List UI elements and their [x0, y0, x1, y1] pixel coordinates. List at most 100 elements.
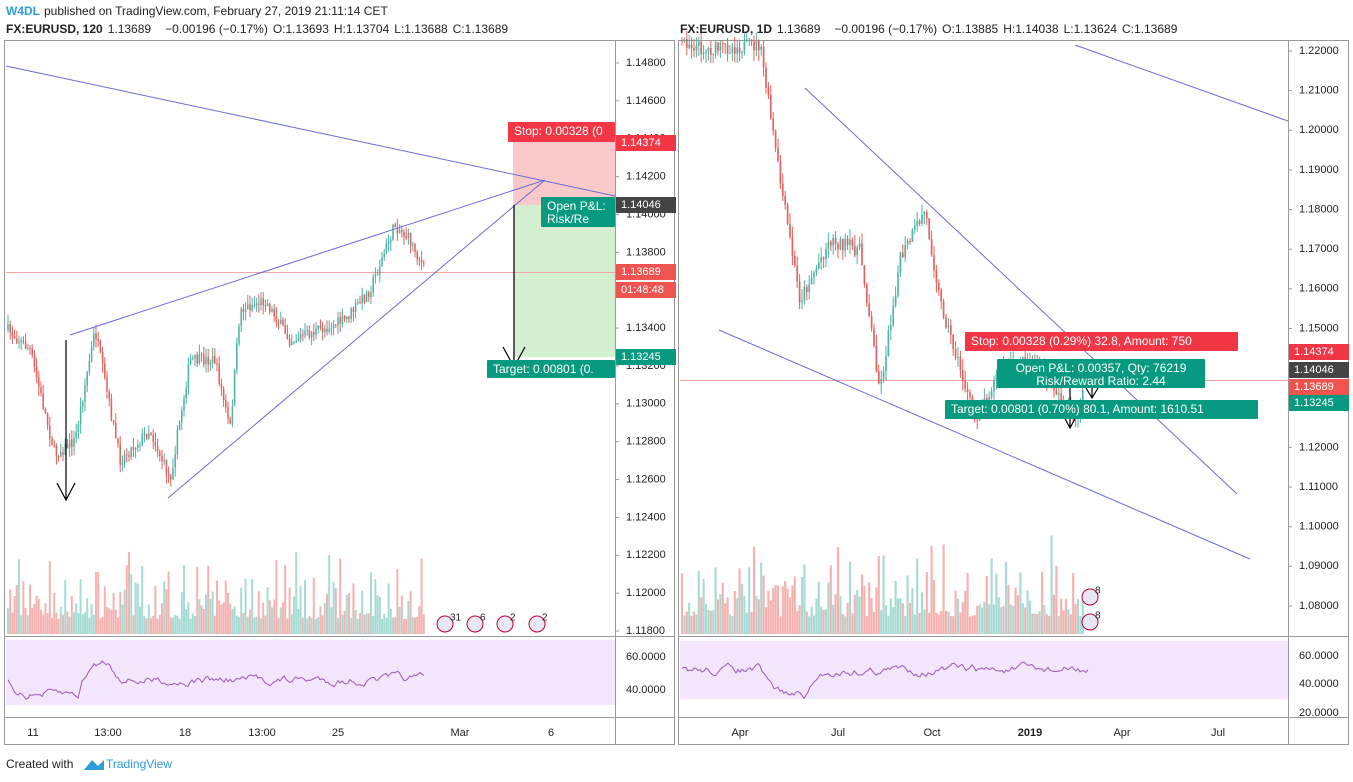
volume-bar [712, 610, 715, 634]
candle-body [313, 332, 315, 335]
candle-body [178, 422, 181, 430]
volume-bar [810, 606, 813, 634]
candle-body [22, 340, 25, 342]
volume-bar [808, 616, 811, 634]
volume-bar [103, 586, 106, 634]
volume-bar [978, 604, 981, 634]
volume-bar [920, 592, 924, 634]
volume-bar [218, 600, 221, 634]
candle-body [405, 236, 407, 239]
publisher[interactable]: W4DL [6, 4, 40, 18]
price-tag [616, 135, 676, 151]
volume-bar [101, 617, 104, 634]
volume-bar [887, 615, 890, 634]
candle-body [185, 388, 187, 399]
candle-body [330, 328, 333, 330]
volume-bar [1081, 599, 1084, 634]
rsi-band [6, 640, 615, 705]
volume-bar [117, 617, 119, 634]
time-label: 11 [27, 727, 38, 739]
volume-bar [81, 614, 84, 634]
volume-bar [370, 572, 372, 634]
volume-bar [1064, 598, 1068, 634]
volume-bar [812, 615, 816, 634]
candle-body [396, 227, 399, 234]
candle-body [834, 237, 837, 244]
candle-body [952, 334, 955, 350]
volume-bar [244, 578, 247, 634]
candle-body [200, 354, 203, 356]
volume-bar [988, 604, 991, 634]
candle-body [731, 47, 734, 54]
candle-body [822, 257, 825, 260]
candle-body [273, 309, 275, 317]
event-badge [528, 615, 546, 633]
candle-body [350, 308, 352, 320]
volume-bar [106, 607, 108, 634]
candle-body [767, 87, 770, 96]
volume-bar [174, 615, 177, 634]
candle-body [291, 341, 293, 346]
candle-body [889, 324, 892, 331]
volume-bar [376, 595, 379, 634]
volume-bar [848, 561, 852, 634]
volume-bar [290, 613, 293, 634]
candle-body [357, 302, 359, 304]
candle-body [904, 245, 907, 258]
footer-brand: TradingView [106, 757, 172, 771]
volume-bar [916, 558, 919, 634]
volume-bar [200, 605, 203, 634]
rsi-label: 40.0000 [626, 684, 666, 696]
volume-bar [750, 611, 753, 634]
candle-body [916, 220, 919, 226]
volume-bar [42, 614, 45, 634]
volume-bar [363, 614, 366, 634]
header-high: H:1.14038 [1003, 22, 1059, 36]
candle-body [101, 352, 104, 364]
candle-body [940, 289, 943, 302]
volume-bar [367, 613, 370, 634]
volume-bar [191, 613, 194, 634]
candle-body [925, 211, 928, 219]
candle-body [791, 236, 794, 257]
candle-body [86, 372, 88, 386]
candle-body [126, 454, 128, 456]
volume-bar [1052, 594, 1056, 634]
candle-body [928, 218, 931, 239]
candle-body [875, 345, 878, 372]
rsi-label: 60.0000 [1299, 650, 1339, 662]
volume-bar [242, 613, 245, 634]
volume-bar [37, 598, 40, 634]
volume-bar [868, 582, 871, 634]
volume-bar [260, 618, 262, 634]
candle-body [736, 47, 739, 54]
volume-bar [731, 615, 734, 634]
volume-bar [222, 602, 225, 634]
volume-bar [341, 614, 344, 634]
volume-bar [150, 618, 152, 634]
price-label: 1.13400 [626, 322, 666, 334]
volume-bar [352, 583, 355, 634]
candle-body [341, 315, 344, 324]
candle-body [260, 298, 262, 305]
volume-bar [29, 584, 31, 634]
volume-bar [134, 582, 137, 634]
volume-bar [940, 610, 943, 634]
volume-bar [279, 607, 282, 634]
volume-bar [257, 591, 260, 634]
stop-label-text: Stop: 0.00328 (0.29%) 32.8, Amount: 750 [971, 334, 1192, 348]
time-label: 13:00 [248, 727, 276, 739]
volume-bar [262, 602, 265, 634]
candle-body [921, 214, 923, 224]
candle-body [738, 47, 741, 54]
volume-bar [815, 598, 818, 634]
candle-body [966, 389, 969, 393]
candle-body [163, 460, 165, 462]
volume-bar [156, 618, 159, 634]
price-tag [616, 282, 676, 298]
volume-bar [374, 579, 377, 634]
candle-body [183, 398, 185, 411]
header-high: H:1.13704 [334, 22, 390, 36]
volume-bar [906, 575, 909, 634]
price-tag [1289, 362, 1349, 378]
